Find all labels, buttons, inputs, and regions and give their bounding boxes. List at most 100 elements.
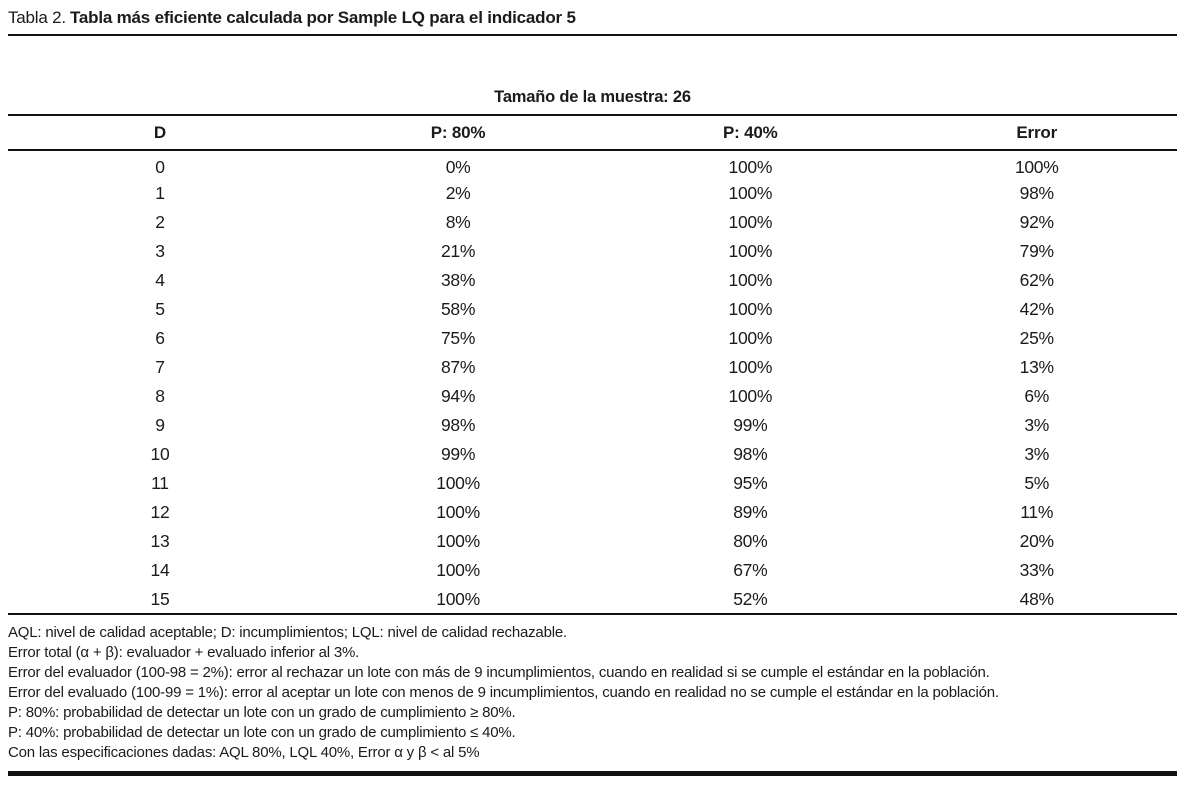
data-table: D P: 80% P: 40% Error 0 0% 100% 100% 1 2% 100%…	[8, 114, 1177, 615]
table-cell: 20%	[1019, 531, 1054, 551]
table-cell: 21%	[440, 241, 476, 261]
table-cell: 99%	[733, 415, 768, 435]
table-cell: 100%	[728, 241, 773, 261]
table-row: 9 98% 99% 3%	[8, 411, 1177, 440]
sample-size-heading: Tamaño de la muestra: 26	[494, 88, 691, 106]
table-caption-title: Tabla más eficiente calculada por Sample…	[69, 8, 576, 27]
table-row: 11 100% 95% 5%	[8, 469, 1177, 498]
column-header-p40: P: 40%	[604, 115, 897, 151]
table-cell: 3%	[1024, 444, 1050, 464]
table-cell: 5%	[1024, 473, 1050, 493]
table-cell: 3	[155, 241, 165, 261]
table-cell: 100%	[436, 473, 480, 493]
table-cell: 52%	[733, 588, 768, 609]
table-cell: 98%	[440, 415, 476, 435]
table-cell: 98%	[733, 444, 768, 464]
table-cell: 100%	[436, 531, 480, 551]
table-row: 14 100% 67% 33%	[8, 556, 1177, 585]
table-cell: 100%	[728, 183, 773, 203]
table-row: 4 38% 100% 62%	[8, 266, 1177, 295]
table-row: 0 0% 100% 100%	[8, 150, 1177, 179]
table-caption-label: Tabla 2.	[8, 8, 66, 27]
table-row: 5 58% 100% 42%	[8, 295, 1177, 324]
table-cell: 48%	[1019, 588, 1054, 609]
table-cell: 100%	[728, 270, 773, 290]
table-cell: 33%	[1019, 560, 1054, 580]
table-cell: 7	[155, 357, 165, 377]
footnote-line: P: 80%: probabilidad de detectar un lote…	[8, 704, 516, 721]
table-cell: 0%	[445, 156, 471, 177]
table-cell: 2	[155, 212, 165, 232]
table-body: 0 0% 100% 100% 1 2% 100% 98% 2 8% 100% 92% 3 21% 100% 7…	[8, 150, 1177, 614]
table-cell: 87%	[440, 357, 476, 377]
table-cell: 100%	[436, 560, 480, 580]
table-cell: 13	[150, 531, 170, 551]
footnote-line: P: 40%: probabilidad de detectar un lote…	[8, 724, 516, 741]
table-cell: 92%	[1019, 212, 1054, 232]
table-header-row: D P: 80% P: 40% Error	[8, 115, 1177, 151]
table-cell: 80%	[733, 531, 768, 551]
table-cell: 89%	[733, 502, 768, 522]
table-cell: 100%	[728, 156, 773, 177]
table-row: 10 99% 98% 3%	[8, 440, 1177, 469]
column-header-p80: P: 80%	[311, 115, 605, 151]
table-cell: 42%	[1019, 299, 1054, 319]
table-cell: 8%	[445, 212, 471, 232]
table-cell: 67%	[733, 560, 768, 580]
table-cell: 5	[155, 299, 165, 319]
table-cell: 100%	[728, 299, 773, 319]
table-cell: 100%	[436, 588, 480, 609]
table-cell: 11%	[1020, 502, 1054, 522]
table-row: 7 87% 100% 13%	[8, 353, 1177, 382]
table-cell: 100%	[728, 328, 773, 348]
bottom-rule	[8, 771, 1177, 776]
table-row: 2 8% 100% 92%	[8, 208, 1177, 237]
table-cell: 6%	[1024, 386, 1050, 406]
table-cell: 0	[155, 156, 165, 177]
table-cell: 13%	[1019, 357, 1054, 377]
table-cell: 94%	[440, 386, 476, 406]
table-cell: 11	[151, 473, 169, 493]
footnote-line: Error total (α + β): evaluador + evaluad…	[8, 644, 360, 661]
table-cell: 12	[150, 502, 170, 522]
table-row: 1 2% 100% 98%	[8, 179, 1177, 208]
column-header-d: D	[8, 115, 312, 151]
table-cell: 58%	[440, 299, 476, 319]
table-caption: Tabla 2. Tabla más eficiente calculada po…	[8, 8, 1177, 36]
table-cell: 100%	[728, 212, 773, 232]
table-cell: 1	[155, 183, 165, 203]
table-cell: 25%	[1019, 328, 1054, 348]
table-cell: 6	[155, 328, 165, 348]
table-cell: 62%	[1019, 270, 1054, 290]
footnote-line: AQL: nivel de calidad aceptable; D: incu…	[8, 624, 567, 641]
table-row: 6 75% 100% 25%	[8, 324, 1177, 353]
table-cell: 10	[150, 444, 170, 464]
table-cell: 14	[150, 560, 170, 580]
table-cell: 100%	[1014, 156, 1059, 177]
table-row: 15 100% 52% 48%	[8, 585, 1177, 614]
table-cell: 98%	[1019, 183, 1054, 203]
table-cell: 2%	[445, 183, 471, 203]
table-cell: 9	[155, 415, 165, 435]
table-cell: 38%	[440, 270, 476, 290]
table-cell: 95%	[733, 473, 768, 493]
table-cell: 15	[150, 588, 170, 609]
table-row: 8 94% 100% 6%	[8, 382, 1177, 411]
table-row: 3 21% 100% 79%	[8, 237, 1177, 266]
table-row: 13 100% 80% 20%	[8, 527, 1177, 556]
table-row: 12 100% 89% 11%	[8, 498, 1177, 527]
table-cell: 79%	[1019, 241, 1054, 261]
table-cell: 100%	[728, 386, 773, 406]
column-header-error: Error	[896, 115, 1177, 151]
table-cell: 99%	[440, 444, 476, 464]
table-cell: 4	[155, 270, 165, 290]
table-cell: 100%	[436, 502, 480, 522]
footnote-line: Error del evaluador (100-98 = 2%): error…	[8, 664, 990, 681]
footnotes: AQL: nivel de calidad aceptable; D: incu…	[8, 623, 1177, 763]
table-cell: 100%	[728, 357, 773, 377]
table-cell: 75%	[440, 328, 476, 348]
footnote-line: Error del evaluado (100-99 = 1%): error …	[8, 684, 999, 701]
table-cell: 8	[155, 386, 165, 406]
footnote-line: Con las especificaciones dadas: AQL 80%,…	[8, 744, 480, 761]
